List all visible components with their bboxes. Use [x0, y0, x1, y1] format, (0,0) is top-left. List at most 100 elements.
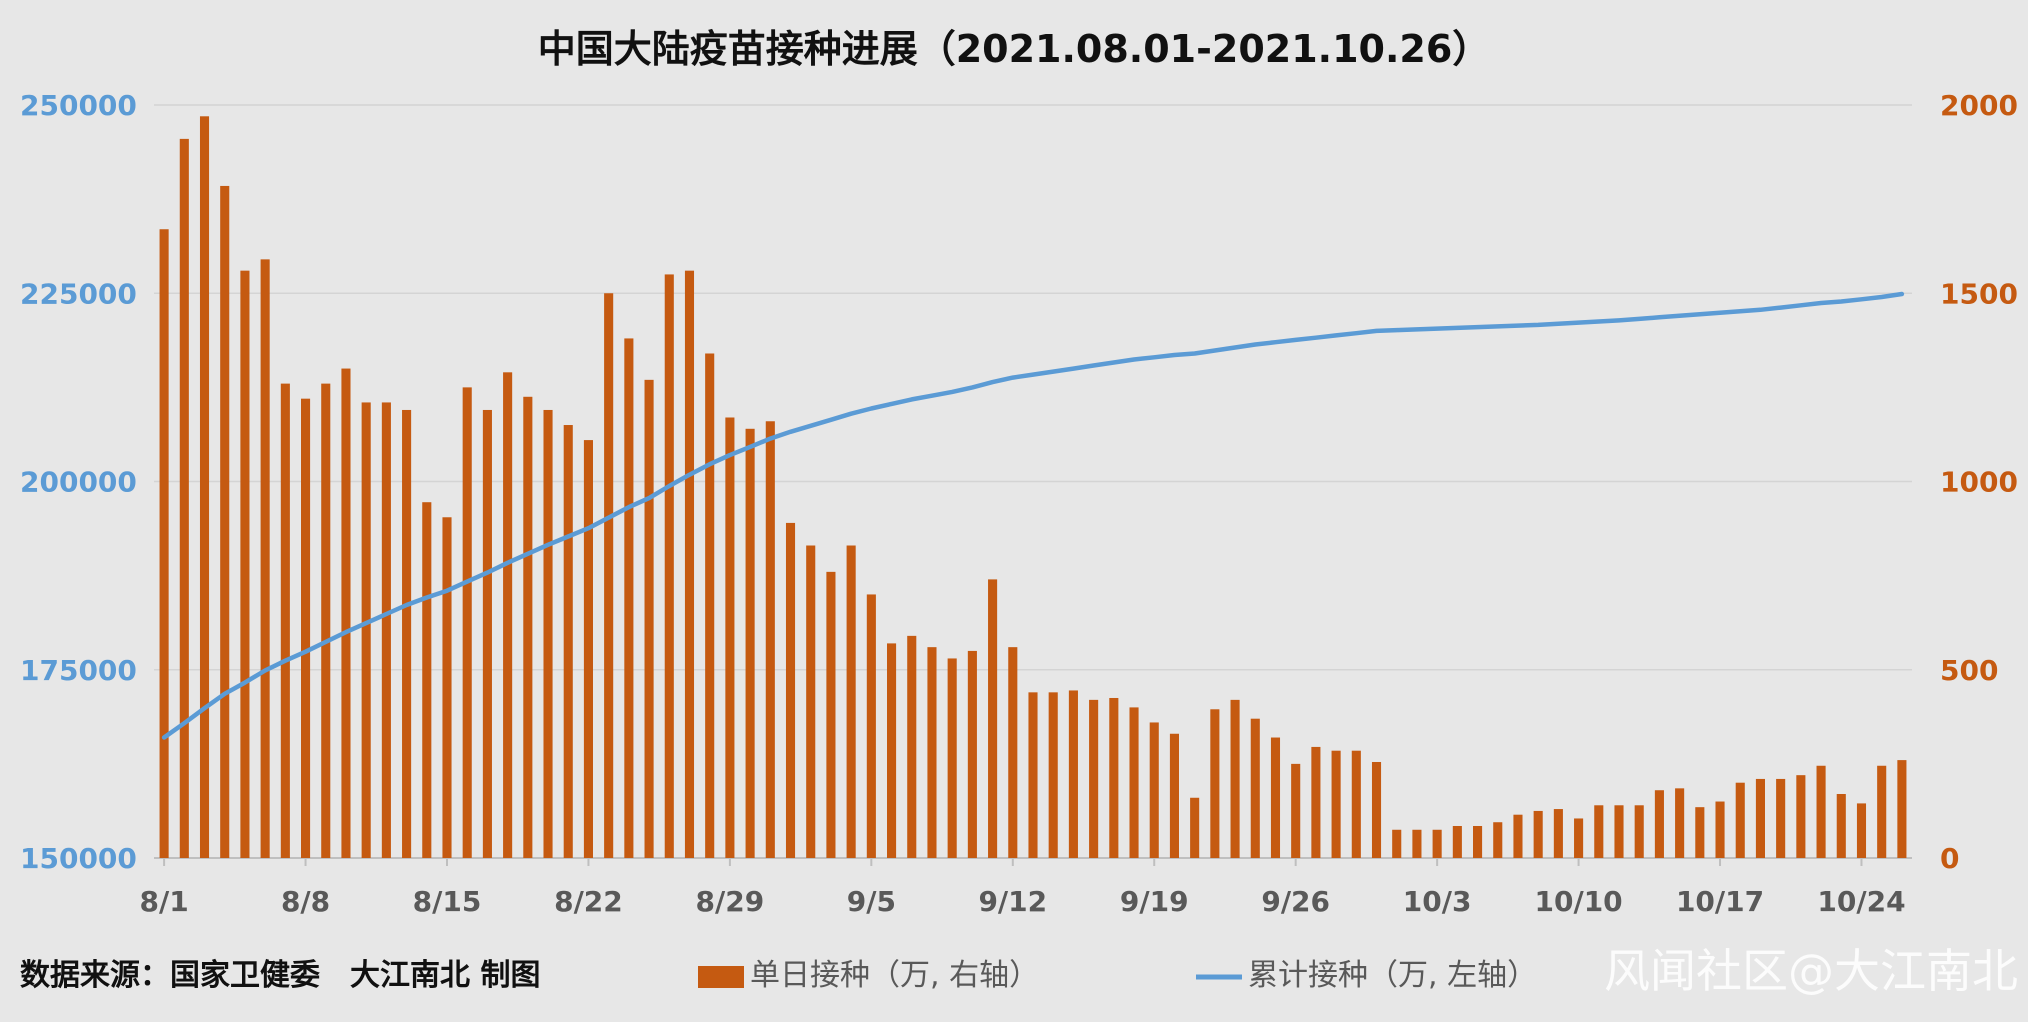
daily-bar — [321, 383, 331, 858]
left-axis-ticks: 150000 175000 200000 225000 250000 — [20, 89, 137, 875]
daily-bar — [1291, 763, 1301, 858]
x-tick-label: 8/29 — [696, 885, 765, 918]
daily-bar — [826, 571, 836, 858]
legend-line-label: 累计接种（万, 左轴） — [1248, 958, 1537, 993]
right-y-tick-label: 2000 — [1940, 89, 2018, 122]
right-y-tick-label: 1000 — [1940, 466, 2018, 499]
x-tick-label: 10/10 — [1535, 885, 1623, 918]
daily-bar — [988, 579, 998, 858]
daily-bar — [159, 229, 169, 858]
daily-bar — [785, 522, 796, 858]
daily-bar — [1574, 818, 1584, 858]
daily-bar — [1008, 647, 1018, 858]
daily-bar — [1816, 765, 1826, 858]
daily-bar — [1351, 750, 1361, 858]
daily-bar — [301, 398, 311, 858]
daily-bars — [159, 116, 1907, 859]
daily-bar — [1331, 750, 1341, 858]
daily-bar — [1856, 803, 1867, 858]
x-tick-label: 10/24 — [1817, 885, 1905, 918]
daily-bar — [1190, 797, 1200, 858]
daily-bar — [1513, 814, 1523, 858]
x-axis-ticks: 8/1 8/8 8/15 8/22 8/29 9/5 9/12 9/19 9/26 10/3 10/… — [140, 858, 1906, 918]
daily-bar — [1614, 805, 1624, 858]
daily-bar — [361, 402, 371, 858]
x-tick-label: 9/12 — [978, 885, 1047, 918]
daily-bar — [1230, 699, 1240, 858]
daily-bar — [503, 372, 513, 858]
daily-bar — [1392, 829, 1402, 858]
source-note: 数据来源：国家卫健委 大江南北 制图 — [20, 958, 540, 993]
daily-bar — [1877, 765, 1887, 858]
watermark: 风闻社区@大江南北 — [1604, 944, 2018, 998]
daily-bar — [1452, 825, 1462, 858]
daily-bar — [1654, 790, 1664, 858]
daily-bar — [422, 502, 432, 858]
x-tick-label: 9/26 — [1261, 885, 1330, 918]
daily-bar — [1311, 746, 1321, 858]
daily-bar — [846, 545, 856, 858]
daily-bar — [1675, 788, 1685, 858]
daily-bar — [1735, 782, 1745, 858]
daily-bar — [705, 353, 715, 858]
daily-bar — [1149, 722, 1159, 858]
left-y-tick-label: 200000 — [20, 466, 137, 499]
right-y-tick-label: 0 — [1940, 842, 1959, 875]
right-axis-ticks: 0 500 1000 1500 2000 — [1940, 89, 2018, 875]
cumulative-line-group — [161, 291, 1905, 740]
daily-bar — [240, 270, 250, 858]
daily-bar — [1634, 805, 1644, 858]
daily-bar — [1068, 690, 1078, 858]
daily-bar — [1796, 775, 1806, 858]
daily-bar — [543, 409, 553, 858]
x-tick-label: 10/17 — [1676, 885, 1764, 918]
daily-bar — [1897, 760, 1907, 858]
daily-bar — [1493, 822, 1503, 858]
daily-bar — [1169, 733, 1179, 858]
legend: 单日接种（万, 右轴） 累计接种（万, 左轴） — [698, 958, 1537, 993]
daily-bar — [280, 383, 290, 858]
legend-bar-swatch — [698, 966, 744, 988]
daily-bar — [1473, 825, 1483, 858]
x-tick-label: 10/3 — [1403, 885, 1472, 918]
daily-bar — [1048, 692, 1058, 858]
x-tick-label: 8/15 — [413, 885, 482, 918]
daily-bar — [563, 425, 573, 858]
x-tick-label: 8/22 — [554, 885, 623, 918]
left-y-tick-label: 225000 — [20, 277, 137, 310]
right-y-tick-label: 500 — [1940, 654, 1998, 687]
left-y-tick-label: 250000 — [20, 89, 137, 122]
daily-bar — [927, 647, 937, 858]
daily-bar — [765, 421, 775, 858]
daily-bar — [1250, 718, 1260, 858]
daily-bar — [381, 402, 391, 858]
daily-bar — [1553, 809, 1563, 858]
daily-bar — [684, 270, 695, 858]
daily-bar — [725, 417, 735, 858]
daily-bar — [947, 658, 957, 858]
left-y-tick-label: 150000 — [20, 842, 137, 875]
daily-bar — [1755, 778, 1765, 858]
daily-bar — [866, 594, 876, 858]
cumulative-line — [161, 291, 1905, 740]
x-tick-label: 8/8 — [281, 885, 330, 918]
daily-bar — [644, 379, 654, 858]
daily-bar — [220, 185, 230, 858]
daily-bar — [1089, 699, 1099, 858]
chart-title: 中国大陆疫苗接种进展（2021.08.01-2021.10.26） — [538, 27, 1491, 71]
x-tick-label: 9/19 — [1120, 885, 1189, 918]
x-tick-label: 9/5 — [847, 885, 896, 918]
x-tick-label: 8/1 — [140, 885, 189, 918]
daily-bar — [442, 517, 452, 858]
daily-bar — [887, 643, 897, 858]
legend-bar-label: 单日接种（万, 右轴） — [750, 958, 1039, 993]
daily-bar — [1432, 829, 1442, 858]
daily-bar — [583, 440, 593, 858]
daily-bar — [1109, 697, 1119, 858]
daily-bar — [1412, 829, 1422, 858]
daily-bar — [806, 545, 816, 858]
daily-bar — [1695, 807, 1705, 858]
daily-bar — [260, 259, 270, 858]
